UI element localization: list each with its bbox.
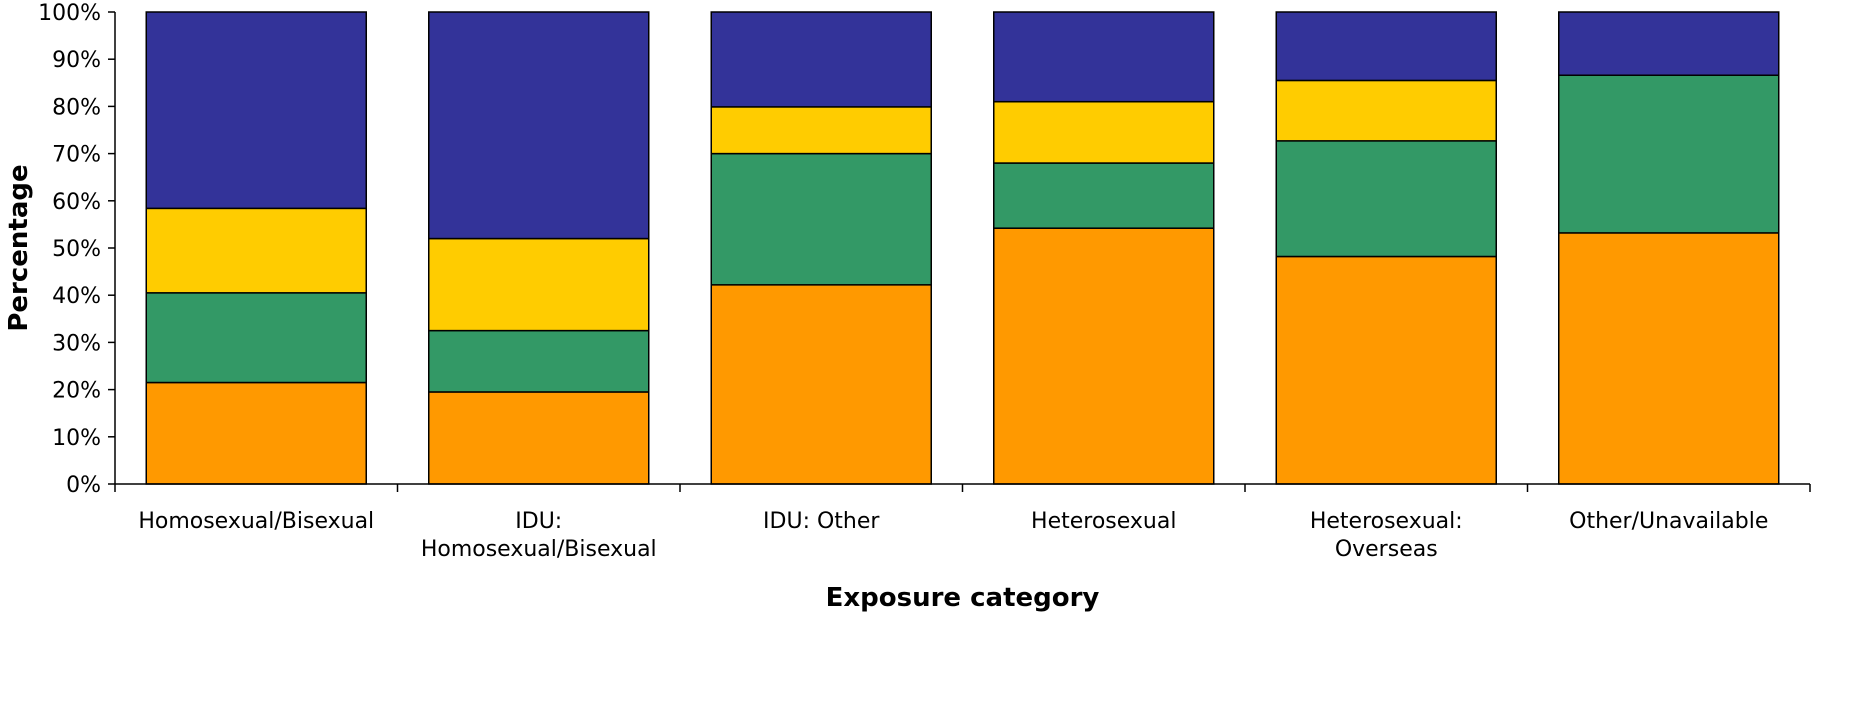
y-tick-label: 20% (52, 379, 101, 404)
bar-segment-2-series-3 (428, 237, 650, 332)
x-category-label: Heterosexual: Overseas (1310, 509, 1463, 562)
bar-segment-2-series-2 (428, 329, 650, 393)
y-tick-label: 30% (52, 331, 101, 356)
bar-segment-1-series-1 (145, 381, 367, 485)
bar-segment-1-series-2 (145, 292, 367, 384)
bar-segment-3-series-4 (710, 11, 932, 108)
y-tick-label: 70% (52, 143, 101, 168)
bar-segment-5-series-4 (1275, 11, 1497, 82)
bar-segment-4-series-2 (993, 162, 1215, 229)
x-category-labels: Homosexual/Bisexual IDU: Homosexual/Bisexu… (114, 484, 1811, 562)
bar-segment-4-series-1 (993, 227, 1215, 485)
y-tick-label: 10% (52, 426, 101, 451)
y-tick-label: 40% (52, 284, 101, 309)
x-category-label: Other/Unavailable (1569, 509, 1768, 534)
x-category-label: Homosexual/Bisexual (138, 509, 374, 534)
y-tick-label: 90% (52, 48, 101, 73)
y-tick-label: 50% (52, 237, 101, 262)
bar-segment-6-series-4 (1558, 11, 1780, 76)
bar-segment-2-series-1 (428, 391, 650, 485)
bar-segment-4-series-3 (993, 100, 1215, 164)
y-ticks: 0% 10% 20% 30% 40% 50% 60% 70% 80% 90% 100% (38, 1, 115, 498)
bar-segment-6-series-2 (1558, 74, 1780, 234)
bar-segment-2-series-4 (428, 11, 650, 240)
bar-segment-1-series-3 (145, 207, 367, 294)
bar-segment-5-series-3 (1275, 79, 1497, 142)
bar-segment-5-series-2 (1275, 140, 1497, 258)
y-axis-title: Percentage (4, 164, 34, 331)
y-tick-label: 60% (52, 190, 101, 215)
bar-segment-3-series-1 (710, 284, 932, 485)
bar-segment-6-series-1 (1558, 232, 1780, 485)
x-category-label: IDU: Homosexual/Bisexual (421, 509, 657, 562)
x-axis-title: Exposure category (826, 583, 1100, 613)
bar-segment-3-series-2 (710, 152, 932, 286)
bars-layer (145, 11, 1780, 485)
x-category-label: Heterosexual (1031, 509, 1176, 534)
x-category-label: IDU: Other (763, 509, 880, 534)
y-tick-label: 100% (38, 1, 101, 26)
bar-segment-3-series-3 (710, 106, 932, 155)
y-tick-label: 0% (66, 473, 101, 498)
bar-segment-4-series-4 (993, 11, 1215, 103)
bar-segment-5-series-1 (1275, 255, 1497, 485)
bar-segment-1-series-4 (145, 11, 367, 210)
y-tick-label: 80% (52, 95, 101, 120)
axes-layer (114, 12, 1810, 485)
